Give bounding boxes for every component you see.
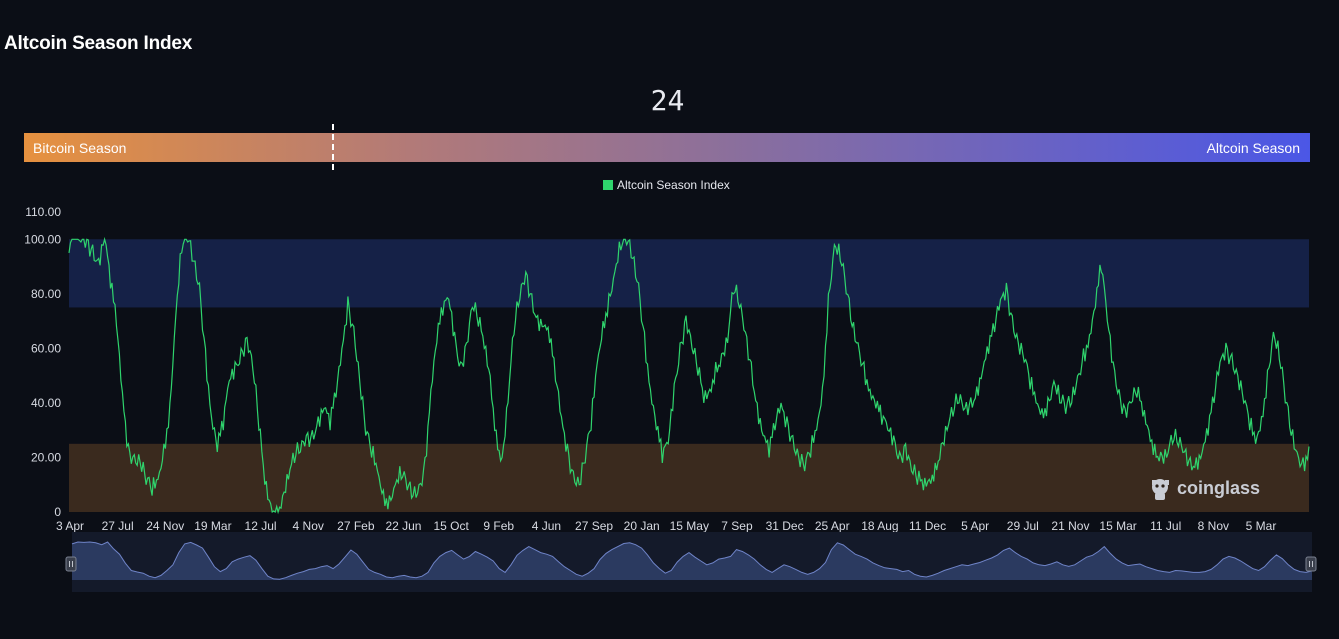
x-tick-label: 27 Feb [337,519,375,533]
x-tick-label: 12 Jul [245,519,277,533]
watermark: coinglass [1152,478,1260,500]
current-index-value: 24 [650,84,685,117]
bitcoin-season-zone [69,443,1309,512]
y-tick-label: 110.00 [25,205,61,219]
legend-swatch [603,180,613,190]
x-tick-label: 4 Jun [532,519,561,533]
x-tick-label: 9 Feb [483,519,514,533]
x-tick-label: 25 Apr [815,519,850,533]
navigator[interactable] [65,532,1317,592]
coinglass-logo-icon [1152,479,1169,500]
navigator-line [71,541,1313,580]
x-tick-label: 8 Nov [1198,519,1229,533]
x-tick-label: 7 Sep [721,519,753,533]
x-tick-label: 31 Dec [766,519,804,533]
y-tick-label: 20.00 [31,450,61,464]
x-tick-label: 5 Mar [1246,519,1277,533]
x-tick-label: 19 Mar [194,519,231,533]
x-tick-label: 3 Apr [56,519,84,533]
x-tick-label: 5 Apr [961,519,989,533]
navigator-handle-right[interactable] [1305,556,1317,572]
x-tick-label: 27 Jul [102,519,134,533]
legend-label: Altcoin Season Index [617,178,730,192]
x-tick-label: 18 Aug [861,519,898,533]
x-tick-label: 21 Nov [1051,519,1089,533]
x-tick-label: 15 Oct [433,519,469,533]
x-tick-label: 29 Jul [1007,519,1039,533]
x-tick-label: 4 Nov [293,519,324,533]
x-tick-label: 20 Jan [624,519,660,533]
x-tick-label: 15 May [670,519,709,533]
y-tick-label: 60.00 [31,341,61,355]
x-tick-label: 15 Mar [1099,519,1136,533]
x-tick-label: 27 Sep [575,519,613,533]
y-tick-label: 40.00 [31,396,61,410]
x-tick-label: 11 Jul [1150,519,1181,533]
bitcoin-season-label: Bitcoin Season [33,140,127,156]
y-tick-label: 100.00 [24,232,61,246]
y-tick-label: 0 [54,505,61,519]
navigator-area [72,542,1312,580]
page-title: Altcoin Season Index [4,33,193,54]
x-tick-label: 11 Dec [909,519,946,533]
watermark-text: coinglass [1177,478,1260,498]
altcoin-season-zone [69,239,1309,308]
x-tick-label: 24 Nov [146,519,184,533]
season-marker [331,124,334,170]
navigator-handle-left[interactable] [65,556,77,572]
altcoin-season-label: Altcoin Season [1206,140,1300,156]
x-tick-label: 22 Jun [385,519,421,533]
index-line [68,236,1310,515]
legend[interactable]: Altcoin Season Index [603,178,730,192]
y-tick-label: 80.00 [31,287,61,301]
season-gradient-bar: Bitcoin Season Altcoin Season [24,133,1310,162]
